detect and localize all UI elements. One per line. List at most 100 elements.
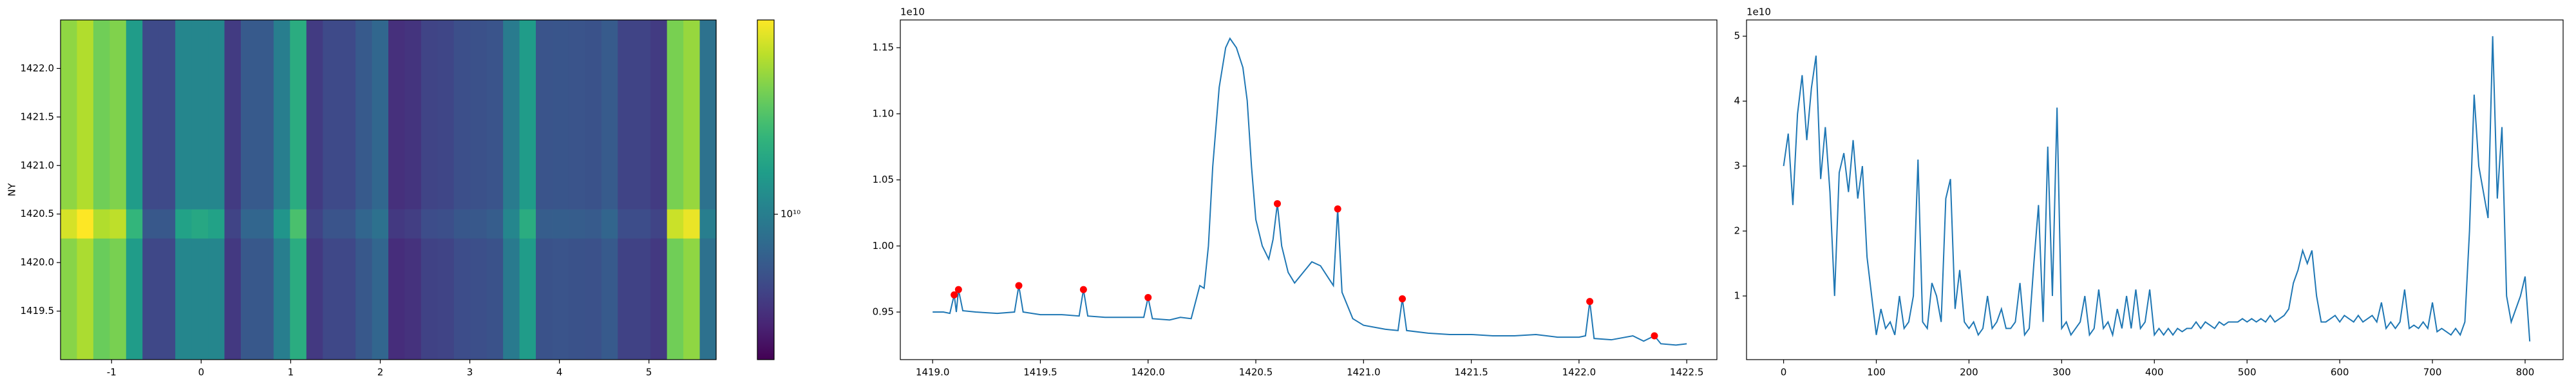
x-tick-label: 1420.5 (1239, 367, 1273, 378)
heatmap-cell (158, 20, 176, 210)
heatmap-cell (388, 238, 406, 360)
peak-marker (954, 286, 962, 293)
heatmap-cell (585, 20, 602, 210)
heatmap-cell (470, 238, 488, 360)
heatmap-cell (290, 20, 307, 210)
axes-frame (60, 19, 717, 360)
colorbar-frame (757, 19, 775, 360)
heatmap-cell (552, 209, 569, 239)
heatmap-cell (257, 209, 274, 239)
y-tick-label: 1421.0 (21, 160, 55, 171)
heatmap-cell (339, 238, 356, 360)
y-tick-label: 1.05 (873, 174, 894, 185)
heatmap-cell (667, 238, 684, 360)
heatmap-cell (470, 20, 488, 210)
y-tick-label: 1.10 (873, 107, 894, 119)
heatmap-cell (404, 209, 422, 239)
heatmap-cell (306, 238, 323, 360)
heatmap-cell (77, 209, 94, 239)
heatmap-cell (536, 238, 553, 360)
heatmap-cell (683, 20, 701, 210)
x-tick-label: 400 (2145, 367, 2164, 378)
heatmap-cell (486, 238, 504, 360)
offset-label: 1e10 (1747, 6, 1771, 18)
heatmap-cell (339, 20, 356, 210)
heatmap-cell (142, 20, 160, 210)
heatmap-cell (158, 238, 176, 360)
heatmap-cell (306, 20, 323, 210)
x-tick-label: 300 (2052, 367, 2071, 378)
heatmap-cell (372, 209, 389, 239)
heatmap-cell (339, 209, 356, 239)
heatmap-cell (323, 238, 340, 360)
x-tick-label: 1421.5 (1454, 367, 1488, 378)
y-tick-label: 1.00 (873, 240, 894, 252)
heatmap-cell (175, 20, 193, 210)
heatmap-cell (618, 20, 635, 210)
heatmap-cell (388, 209, 406, 239)
heatmap-cell (191, 209, 209, 239)
x-tick-label: 1419.5 (1023, 367, 1057, 378)
y-tick-label: 2 (1734, 225, 1740, 237)
heatmap-cell (355, 20, 373, 210)
heatmap-cell (634, 238, 651, 360)
heatmap-cell (388, 20, 406, 210)
x-tick-label: 500 (2238, 367, 2257, 378)
heatmap-cell (618, 238, 635, 360)
heatmap-cell (601, 209, 618, 239)
heatmap-cell (503, 209, 520, 239)
peak-marker (1079, 286, 1087, 293)
heatmap-cell (175, 209, 193, 239)
heatmap-cell (503, 238, 520, 360)
heatmap-cell (142, 238, 160, 360)
x-tick-label: 0 (1781, 367, 1787, 378)
heatmap-cell (437, 209, 455, 239)
heatmap-cell (93, 209, 110, 239)
axes-frame (900, 19, 1718, 360)
heatmap-cell (667, 209, 684, 239)
heatmap-cell (634, 20, 651, 210)
colorbar-tick-label: 10¹⁰ (781, 208, 800, 220)
x-tick-label: 1422.0 (1562, 367, 1596, 378)
axes-frame (1746, 19, 2564, 360)
heatmap-cell (126, 209, 143, 239)
heatmap-cell (421, 20, 438, 210)
heatmap-cell (552, 238, 569, 360)
heatmap-cell (486, 209, 504, 239)
x-tick-label: 1422.5 (1670, 367, 1704, 378)
heatmap-cell (650, 209, 668, 239)
heatmap-cell (323, 20, 340, 210)
heatmap-cell (109, 238, 127, 360)
heatmap-cell (323, 209, 340, 239)
heatmap-cell (404, 20, 422, 210)
heatmap-cell (699, 238, 717, 360)
heatmap-cell (175, 238, 193, 360)
x-tick-label: 100 (1867, 367, 1886, 378)
heatmap-cell (126, 20, 143, 210)
heatmap-cell (404, 238, 422, 360)
heatmap-cell (568, 20, 585, 210)
heatmap-cell (601, 238, 618, 360)
y-tick-label: 1420.0 (21, 257, 55, 268)
colorbar (757, 20, 774, 360)
heatmap-cell (273, 238, 290, 360)
heatmap-cell (93, 238, 110, 360)
x-tick-label: 3 (467, 367, 473, 378)
y-axis-label: NY (6, 183, 18, 196)
heatmap-cell (355, 238, 373, 360)
heatmap-cell (257, 20, 274, 210)
x-tick-label: 1421.0 (1347, 367, 1381, 378)
heatmap-cell (421, 209, 438, 239)
peak-marker (1651, 332, 1658, 340)
peak-marker (1399, 295, 1406, 302)
heatmap-cell (667, 20, 684, 210)
heatmap-cell (273, 209, 290, 239)
heatmap-cell (453, 209, 471, 239)
heatmap-cell (224, 238, 242, 360)
heatmap-cell (634, 209, 651, 239)
heatmap-cell (355, 209, 373, 239)
heatmap-cell (568, 209, 585, 239)
heatmap-cell (699, 20, 717, 210)
heatmap-cell (552, 20, 569, 210)
